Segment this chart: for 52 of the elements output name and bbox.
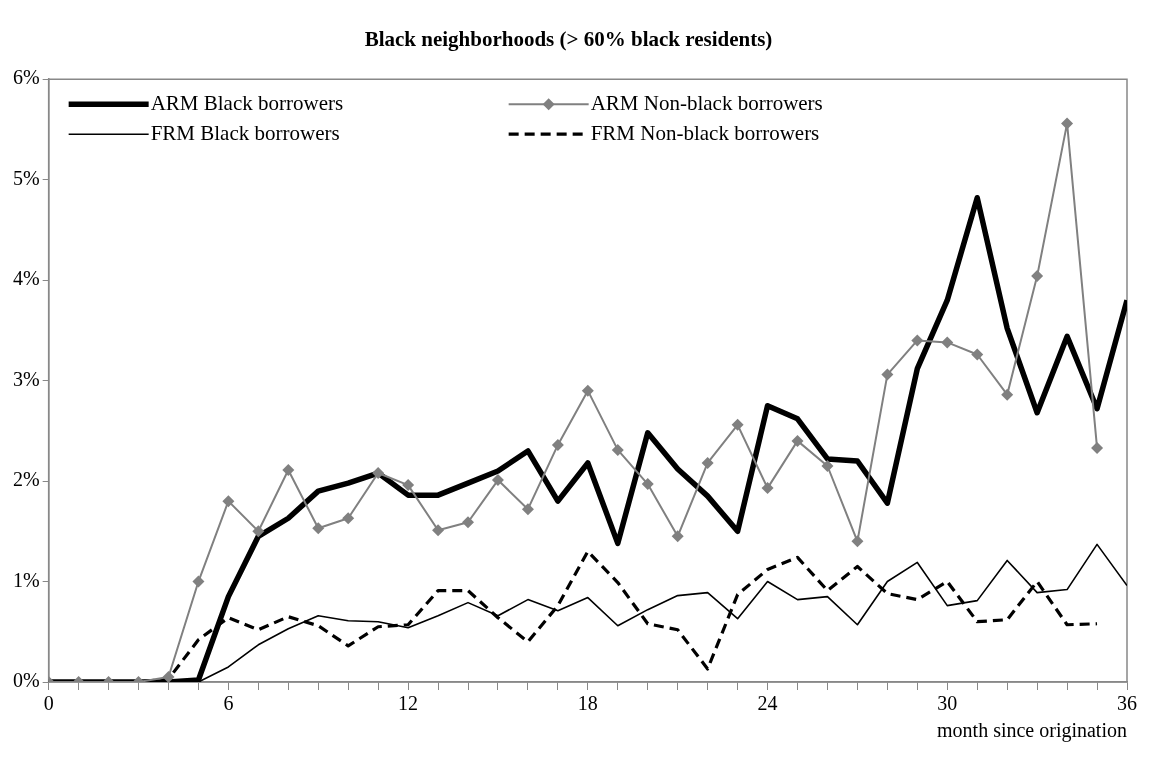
point bbox=[432, 524, 445, 537]
legend-label: FRM Non-black borrowers bbox=[590, 120, 820, 145]
point bbox=[402, 479, 415, 492]
point bbox=[971, 348, 984, 361]
y-tick-label: 4% bbox=[12, 267, 40, 290]
point bbox=[761, 482, 774, 495]
point bbox=[881, 368, 894, 381]
x-tick-label: 6 bbox=[223, 692, 234, 715]
point bbox=[462, 516, 475, 529]
point bbox=[491, 474, 504, 487]
point bbox=[1091, 441, 1104, 454]
y-tick-label: 1% bbox=[12, 568, 40, 591]
point bbox=[701, 456, 714, 469]
legend-label: ARM Black borrowers bbox=[150, 90, 344, 115]
point bbox=[611, 443, 624, 456]
y-tick-label: 6% bbox=[12, 66, 40, 89]
point bbox=[731, 418, 744, 431]
point bbox=[342, 512, 355, 525]
x-tick-label: 30 bbox=[937, 692, 958, 715]
x-tick-label: 0 bbox=[43, 692, 54, 715]
point bbox=[641, 478, 654, 491]
point bbox=[192, 575, 205, 588]
x-axis-title: month since origination bbox=[937, 719, 1127, 743]
y-tick-label: 0% bbox=[12, 669, 40, 692]
point bbox=[791, 434, 804, 447]
point bbox=[911, 334, 924, 347]
point bbox=[1061, 117, 1074, 130]
point bbox=[162, 670, 175, 682]
point bbox=[851, 535, 864, 548]
y-tick-label: 5% bbox=[12, 166, 40, 189]
chart-title: Black neighborhoods (> 60% black residents) bbox=[364, 27, 773, 52]
point bbox=[282, 464, 295, 477]
point bbox=[312, 522, 325, 535]
point bbox=[551, 438, 564, 451]
point bbox=[1001, 388, 1014, 401]
x-tick-label: 18 bbox=[577, 692, 598, 715]
point bbox=[252, 525, 265, 538]
point bbox=[222, 495, 235, 508]
legend-label: FRM Black borrowers bbox=[150, 120, 340, 145]
point bbox=[372, 467, 385, 480]
x-tick-label: 12 bbox=[398, 692, 419, 715]
point bbox=[581, 384, 594, 397]
point bbox=[1031, 270, 1044, 283]
x-tick-label: 36 bbox=[1117, 692, 1137, 715]
y-tick-label: 2% bbox=[12, 468, 40, 491]
point bbox=[941, 336, 954, 349]
legend-label: ARM Non-black borrowers bbox=[590, 90, 823, 115]
x-tick-label: 24 bbox=[757, 692, 778, 715]
point bbox=[671, 530, 684, 543]
point bbox=[821, 460, 834, 472]
point bbox=[521, 503, 534, 516]
y-tick-label: 3% bbox=[12, 367, 40, 390]
